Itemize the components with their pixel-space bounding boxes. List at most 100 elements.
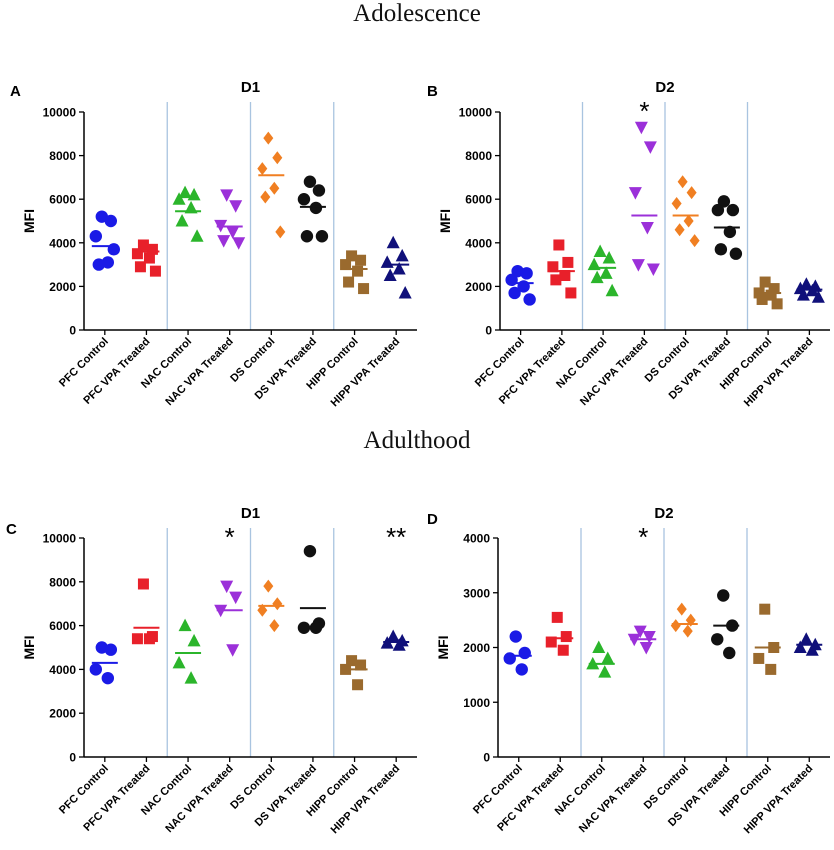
y-tick-label: 8000 [465,149,492,163]
y-axis-label: MFI [21,635,37,659]
data-point-nac-control [593,244,607,258]
data-point-nac-vpa-treated [634,121,648,135]
data-point-pfc-control [515,663,528,676]
data-point-pfc-vpa-treated [137,239,149,251]
data-point-ds-vpa-treated [711,203,725,217]
data-point-ds-vpa-treated [723,646,736,660]
y-tick-label: 6000 [465,193,492,207]
section-title-adulthood: Adulthood [363,427,471,454]
data-point-hipp-control [343,276,355,288]
data-point-ds-vpa-treated [711,633,724,646]
data-point-hipp-control [759,276,771,288]
y-axis-label: MFI [21,209,37,233]
data-point-ds-control [275,225,286,239]
data-point-ds-vpa-treated [717,589,730,602]
data-point-ds-control [263,579,274,593]
data-point-nac-vpa-treated [232,237,246,250]
x-tick-label-hipp-vpa-treated: HIPP VPA Treated [329,336,403,410]
data-point-nac-control [178,185,192,199]
panel-title: D2 [654,505,673,522]
data-point-hipp-control [352,265,364,277]
data-point-ds-control [689,234,700,248]
data-point-ds-control [269,181,280,195]
data-point-nac-control [599,266,613,279]
y-tick-label: 2000 [49,280,76,294]
y-tick-label: 2000 [465,280,492,294]
data-point-nac-vpa-treated [633,625,647,639]
data-point-ds-control [686,186,697,200]
data-point-nac-control [172,655,186,669]
data-point-pfc-control [523,293,536,306]
panel-title: D1 [241,79,260,96]
data-point-pfc-vpa-treated [131,248,143,260]
data-point-nac-control [178,618,192,632]
data-point-ds-control [263,131,274,145]
data-point-hipp-vpa-treated [799,632,813,645]
y-tick-label: 8000 [49,149,76,163]
data-point-hipp-control [346,250,358,262]
x-tick-label-hipp-vpa-treated: HIPP VPA Treated [742,763,816,837]
x-tick-label-hipp-vpa-treated: HIPP VPA Treated [329,763,403,837]
x-tick-label-hipp-vpa-treated: HIPP VPA Treated [742,336,816,410]
data-point-nac-vpa-treated [229,200,243,213]
significance-marker: * [639,96,649,126]
data-point-hipp-control [768,283,780,295]
data-point-ds-vpa-treated [300,230,314,243]
y-tick-label: 10000 [43,532,77,546]
data-point-pfc-control [104,214,118,228]
data-point-nac-control [187,633,201,647]
data-point-hipp-control [753,652,765,664]
data-point-hipp-control [765,663,777,675]
data-point-pfc-control [518,646,531,660]
data-point-pfc-vpa-treated [149,265,161,277]
y-tick-label: 4000 [463,532,490,546]
data-point-nac-control [175,214,189,227]
data-point-pfc-vpa-treated [134,261,146,273]
data-point-ds-control [260,190,271,204]
data-point-ds-control [682,624,693,638]
data-point-pfc-vpa-treated [143,252,155,264]
data-point-ds-control [257,603,268,617]
y-tick-label: 6000 [49,193,76,207]
data-point-nac-control [184,671,198,684]
data-point-pfc-vpa-treated [547,261,559,273]
data-point-hipp-control [346,655,358,667]
data-point-hipp-vpa-treated [805,643,819,656]
y-tick-label: 3000 [463,586,490,600]
data-point-ds-control [670,619,681,633]
data-point-hipp-vpa-treated [796,288,810,301]
data-point-ds-vpa-treated [315,230,329,243]
data-point-nac-control [601,651,615,664]
y-axis-label: MFI [437,209,453,233]
data-point-pfc-control [505,273,518,287]
data-point-pfc-vpa-treated [560,631,572,643]
y-tick-label: 10000 [459,106,493,120]
data-point-nac-vpa-treated [220,189,234,202]
data-point-ds-vpa-treated [312,184,326,197]
panel-letter: C [6,521,17,538]
y-tick-label: 0 [69,324,76,338]
data-point-hipp-control [340,259,352,271]
significance-marker: ** [386,522,406,552]
y-tick-label: 4000 [49,663,76,677]
data-point-ds-control [671,197,682,211]
data-point-pfc-control [503,652,516,665]
data-point-hipp-control [358,283,370,295]
data-point-pfc-vpa-treated [565,287,577,299]
data-point-ds-vpa-treated [297,621,311,634]
significance-marker: * [225,522,235,552]
data-point-pfc-vpa-treated [551,611,563,623]
data-point-nac-vpa-treated [646,263,660,276]
data-point-ds-control [272,151,283,165]
data-point-pfc-control [101,671,115,685]
data-point-pfc-control [89,663,103,676]
panel-title: D2 [655,79,674,96]
data-point-hipp-vpa-treated [392,261,406,275]
data-point-ds-control [677,175,688,189]
data-point-ds-control [257,162,268,176]
data-point-nac-control [602,251,616,264]
data-point-pfc-control [89,230,103,243]
